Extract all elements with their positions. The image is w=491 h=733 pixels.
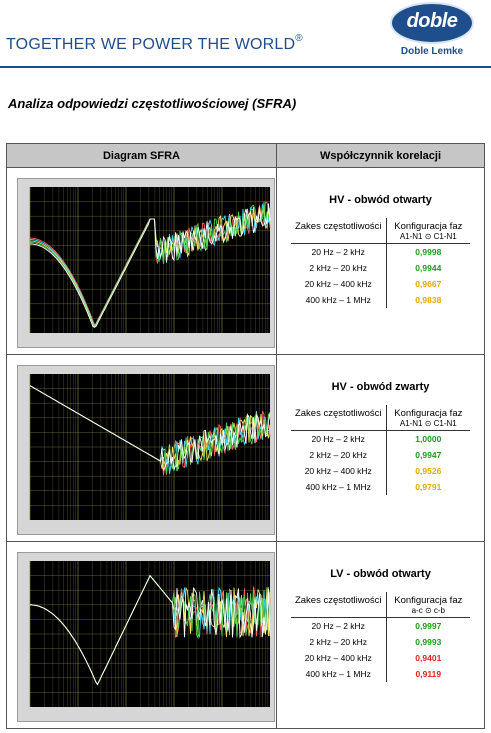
range-header: Zakes częstotliwości: [290, 405, 387, 431]
config-header-phases: A1-N1 ⊙ C1-N1: [399, 419, 457, 428]
range-label: 20 kHz – 400 kHz: [290, 463, 387, 479]
correlation-title: HV - obwód zwarty: [331, 381, 430, 393]
correlation-table: Zakes częstotliwości Konfiguracja faz A1-…: [290, 405, 471, 495]
config-header: Konfiguracja faz A1-N1 ⊙ C1-N1: [386, 218, 471, 244]
sfra-plot-svg: [29, 561, 271, 707]
header-divider: [0, 66, 491, 68]
plot-cell: [6, 167, 277, 355]
table-row: 20 Hz – 2 kHz 0,9998: [290, 243, 470, 260]
range-label: 2 kHz – 20 kHz: [290, 634, 387, 650]
tagline-text: TOGETHER WE POWER THE WORLD: [6, 36, 296, 53]
sfra-table: Diagram SFRA Współczynnik korelacji HV -…: [6, 143, 485, 729]
table-row: 400 kHz – 1 MHz 0,9791: [290, 479, 470, 495]
header-tagline: TOGETHER WE POWER THE WORLD®: [6, 33, 303, 54]
table-row: 400 kHz – 1 MHz 0,9119: [290, 666, 470, 682]
sfra-plot-svg: [29, 187, 271, 333]
correlation-cell: HV - obwód otwarty Zakes częstotliwości …: [276, 167, 485, 355]
table-row: 20 kHz – 400 kHz 0,9401: [290, 650, 470, 666]
range-label: 400 kHz – 1 MHz: [290, 292, 387, 308]
doble-logo: doble Doble Lemke: [386, 2, 481, 64]
registered-mark: ®: [295, 33, 303, 44]
table-row: 2 kHz – 20 kHz 0,9944: [290, 260, 470, 276]
sfra-trace: [30, 574, 271, 686]
config-header-label: Konfiguracja faz: [394, 408, 463, 419]
range-label: 20 Hz – 2 kHz: [290, 430, 387, 447]
range-label: 400 kHz – 1 MHz: [290, 666, 387, 682]
sfra-trace: [29, 203, 271, 328]
sfra-plot-svg: [29, 374, 271, 520]
correlation-cell: HV - obwód zwarty Zakes częstotliwości K…: [276, 354, 485, 542]
correlation-value: 0,9947: [415, 450, 442, 460]
range-header: Zakes częstotliwości: [290, 592, 387, 618]
range-label: 20 Hz – 2 kHz: [290, 243, 387, 260]
correlation-title: HV - obwód otwarty: [329, 194, 432, 206]
correlation-value: 0,9998: [415, 247, 442, 257]
correlation-cell: LV - obwód otwarty Zakes częstotliwości …: [276, 541, 485, 729]
correlation-value: 0,9838: [415, 295, 442, 305]
document-title: Analiza odpowiedzi częstotliwościowej (S…: [8, 96, 297, 111]
range-label: 20 kHz – 400 kHz: [290, 276, 387, 292]
table-row: 20 kHz – 400 kHz 0,9667: [290, 276, 470, 292]
correlation-value: 0,9997: [415, 621, 442, 631]
range-label: 2 kHz – 20 kHz: [290, 447, 387, 463]
correlation-value: 1,0000: [415, 434, 442, 444]
config-header-phases: a-c ⊙ c-b: [411, 606, 445, 615]
correlation-value: 0,9944: [415, 263, 442, 273]
table-row: 20 Hz – 2 kHz 0,9997: [290, 617, 470, 634]
sfra-plot-hv-short: [17, 365, 275, 535]
correlation-table: Zakes częstotliwości Konfiguracja faz A1-…: [290, 218, 471, 308]
range-label: 400 kHz – 1 MHz: [290, 479, 387, 495]
range-label: 2 kHz – 20 kHz: [290, 260, 387, 276]
plot-cell: [6, 354, 277, 542]
config-header-phases: A1-N1 ⊙ C1-N1: [399, 232, 457, 241]
table-row: LV - obwód otwarty Zakes częstotliwości …: [6, 541, 485, 729]
table-row: 20 Hz – 2 kHz 1,0000: [290, 430, 470, 447]
header-plot-column: Diagram SFRA: [6, 143, 277, 168]
table-row: 400 kHz – 1 MHz 0,9838: [290, 292, 470, 308]
logo-wordmark: doble: [406, 10, 458, 32]
correlation-title: LV - obwód otwarty: [330, 568, 431, 580]
plot-cell: [6, 541, 277, 729]
range-header: Zakes częstotliwości: [290, 218, 387, 244]
correlation-table: Zakes częstotliwości Konfiguracja faz a-c…: [290, 592, 471, 682]
correlation-value: 0,9119: [415, 669, 442, 679]
range-label: 20 Hz – 2 kHz: [290, 617, 387, 634]
table-header-row: Diagram SFRA Współczynnik korelacji: [6, 143, 485, 168]
correlation-value: 0,9667: [415, 279, 442, 289]
sfra-plot-lv-open: [17, 552, 275, 722]
correlation-value: 0,9993: [415, 637, 442, 647]
correlation-value: 0,9791: [415, 482, 442, 492]
correlation-value: 0,9526: [415, 466, 442, 476]
config-header-label: Konfiguracja faz: [394, 595, 463, 606]
logo-oval: [390, 2, 474, 44]
sfra-plot-hv-open: [17, 178, 275, 348]
table-row: 20 kHz – 400 kHz 0,9526: [290, 463, 470, 479]
config-header: Konfiguracja faz A1-N1 ⊙ C1-N1: [386, 405, 471, 431]
range-label: 20 kHz – 400 kHz: [290, 650, 387, 666]
config-header: Konfiguracja faz a-c ⊙ c-b: [386, 592, 471, 618]
table-row: 2 kHz – 20 kHz 0,9993: [290, 634, 470, 650]
sfra-trace: [29, 385, 271, 472]
logo-subtitle: Doble Lemke: [400, 46, 464, 57]
table-row: HV - obwód otwarty Zakes częstotliwości …: [6, 167, 485, 355]
table-row: HV - obwód zwarty Zakes częstotliwości K…: [6, 354, 485, 542]
correlation-value: 0,9401: [415, 653, 442, 663]
config-header-label: Konfiguracja faz: [394, 221, 463, 232]
table-row: 2 kHz – 20 kHz 0,9947: [290, 447, 470, 463]
header-correlation-column: Współczynnik korelacji: [276, 143, 485, 168]
